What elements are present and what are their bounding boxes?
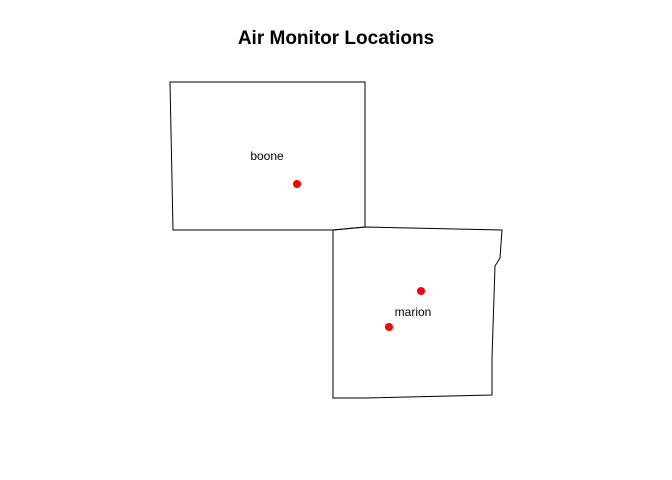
county-marion: marion	[332, 226, 503, 399]
monitor-point	[385, 323, 393, 331]
county-boone: boone	[169, 81, 366, 231]
monitor-points	[293, 180, 425, 331]
monitor-point	[417, 287, 425, 295]
county-label-boone: boone	[250, 149, 284, 163]
county-label-marion: marion	[395, 305, 432, 319]
monitor-point	[293, 180, 301, 188]
county-outline-marion	[332, 226, 503, 399]
map-title: Air Monitor Locations	[237, 28, 435, 49]
